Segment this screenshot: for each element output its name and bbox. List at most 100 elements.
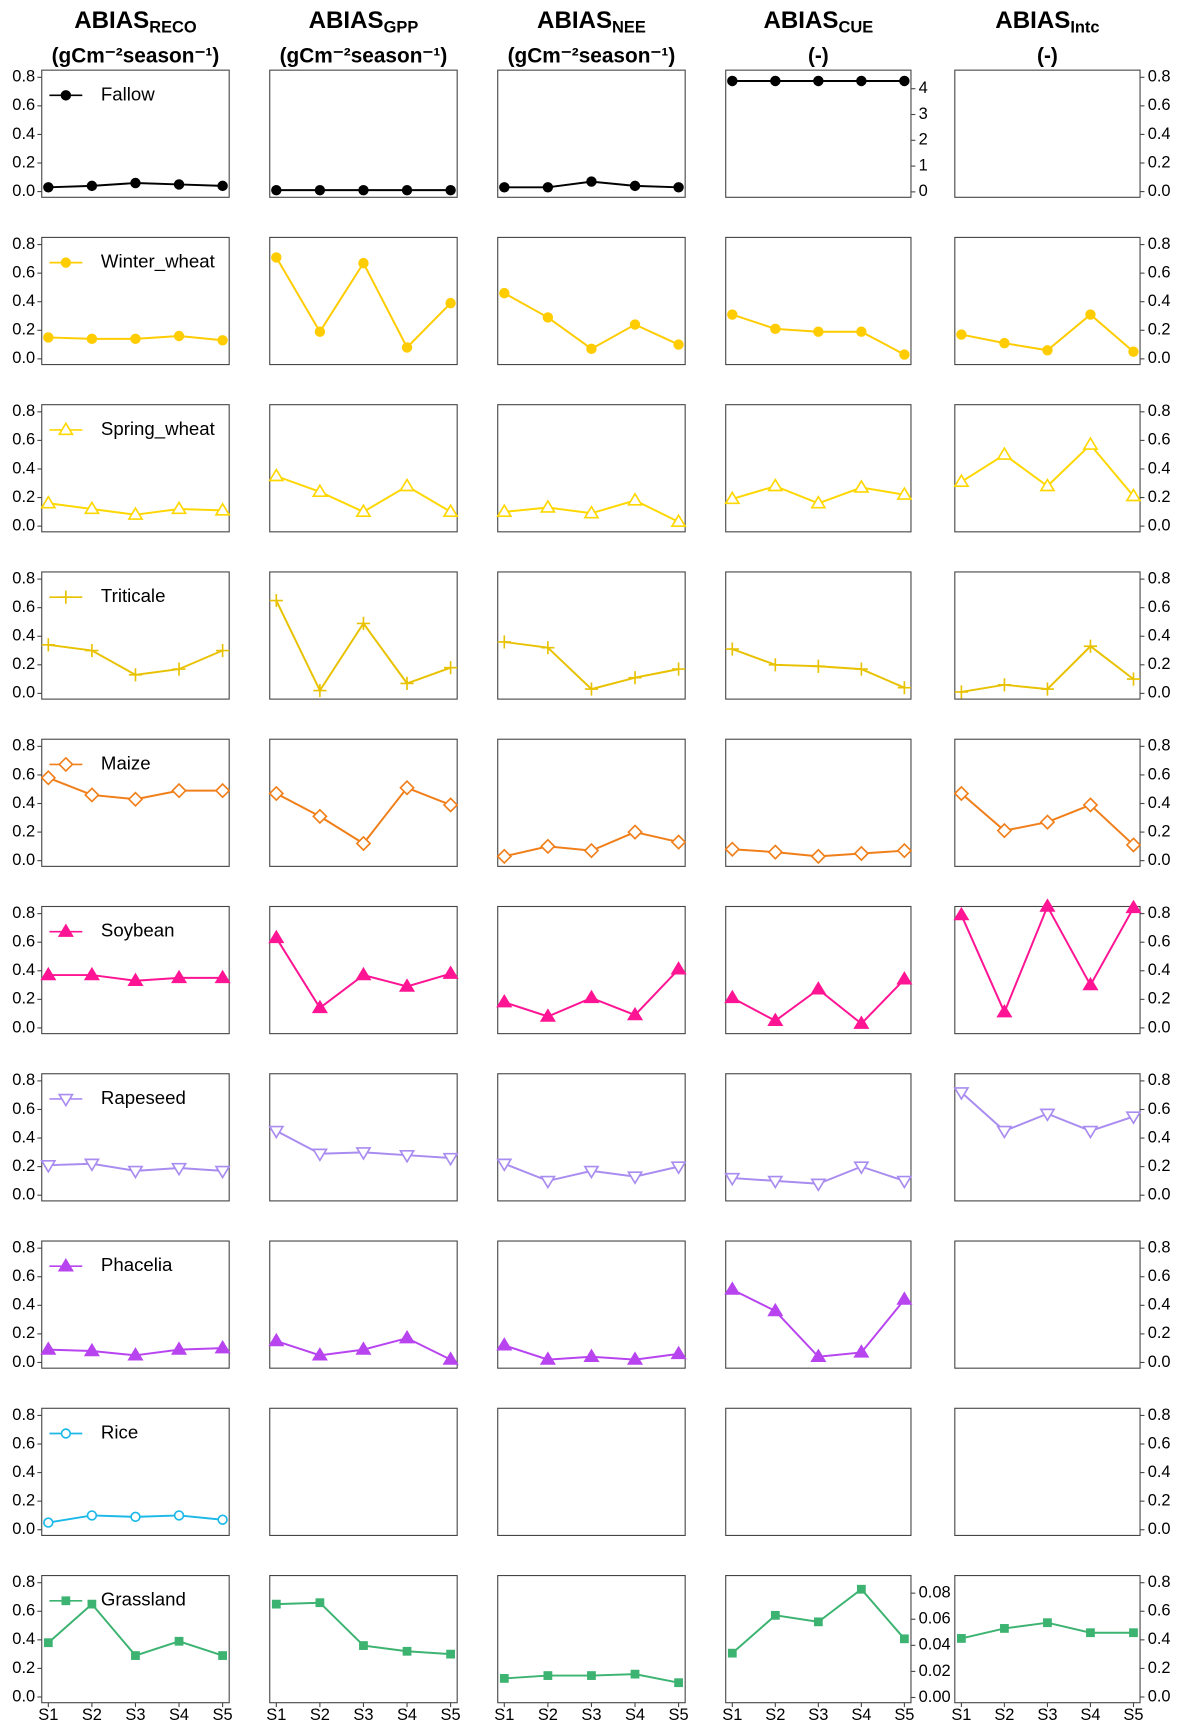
y-tick-label: 0.0 xyxy=(1148,516,1171,534)
series-line xyxy=(731,1288,906,1358)
panel xyxy=(40,738,231,867)
y-tick-label: 0.0 xyxy=(12,684,35,702)
marker xyxy=(442,503,459,518)
marker xyxy=(1128,346,1139,357)
panel xyxy=(268,905,459,1035)
panel xyxy=(496,738,687,867)
y-tick-label: 0.08 xyxy=(919,1584,951,1602)
y-tick-label: 0.4 xyxy=(12,961,35,979)
marker xyxy=(810,495,827,509)
y-tick-label: 0.6 xyxy=(12,1267,35,1285)
marker xyxy=(40,1341,57,1355)
marker xyxy=(953,1087,970,1101)
marker xyxy=(672,662,686,676)
series-line xyxy=(503,292,680,351)
x-tick-label: S2 xyxy=(538,1706,558,1722)
marker xyxy=(130,333,141,345)
marker xyxy=(583,842,600,859)
marker xyxy=(1085,309,1096,320)
panel-frame xyxy=(497,1407,686,1536)
y-tick-label: 0.2 xyxy=(1148,153,1171,171)
panel-frame xyxy=(269,236,458,366)
y-tick-label: 0.8 xyxy=(12,1406,35,1424)
marker xyxy=(810,848,827,865)
panel-frame xyxy=(725,1073,912,1202)
marker xyxy=(401,184,413,196)
legend-label: Soybean xyxy=(101,920,175,941)
y-tick-label: 0.2 xyxy=(1148,1659,1171,1677)
marker xyxy=(1082,797,1099,813)
marker xyxy=(214,1165,231,1180)
marker xyxy=(768,658,782,672)
series-line xyxy=(960,904,1135,1015)
y-tick-label: 0.2 xyxy=(12,488,35,506)
panel xyxy=(725,69,912,198)
marker xyxy=(268,1125,285,1140)
panel-frame xyxy=(725,1407,912,1536)
marker xyxy=(899,349,910,360)
panel-frame xyxy=(269,404,458,533)
panel xyxy=(954,236,1141,366)
marker xyxy=(541,641,555,655)
marker xyxy=(173,1510,185,1521)
legend-label: Grassland xyxy=(101,1589,186,1610)
marker xyxy=(853,845,870,862)
marker xyxy=(626,492,644,506)
marker xyxy=(542,182,554,193)
panel-frame xyxy=(269,1073,458,1202)
marker xyxy=(539,1008,556,1022)
y-tick-label: 0.4 xyxy=(12,1463,35,1481)
marker xyxy=(674,1678,683,1688)
panel xyxy=(41,571,230,700)
marker xyxy=(216,643,230,658)
y-tick-label: 0.8 xyxy=(12,402,35,420)
y-tick-label: 0.4 xyxy=(12,1296,35,1314)
y-tick-label: 0.0 xyxy=(1148,349,1171,367)
x-tick-label: S3 xyxy=(1037,1706,1057,1722)
marker xyxy=(173,179,185,190)
y-tick-label: 0.0 xyxy=(1148,1520,1171,1538)
title-subscript: NEE xyxy=(612,19,646,37)
title-subscript: GPP xyxy=(384,19,419,37)
marker xyxy=(767,1012,784,1026)
marker xyxy=(315,1598,325,1608)
x-tick-label: S2 xyxy=(82,1706,102,1722)
marker xyxy=(810,1178,827,1192)
marker xyxy=(670,961,687,975)
marker xyxy=(896,1291,913,1305)
marker xyxy=(214,1339,231,1354)
column-unit: (-) xyxy=(1037,44,1058,67)
marker xyxy=(627,824,643,840)
panel-frame xyxy=(497,1240,686,1369)
y-tick-label: 0.2 xyxy=(1148,1324,1171,1342)
panel-frame xyxy=(269,571,458,700)
marker xyxy=(953,785,970,802)
y-tick-label: 0.4 xyxy=(12,292,35,310)
y-tick-label: 0.2 xyxy=(1148,1157,1171,1175)
marker xyxy=(856,1584,866,1594)
marker xyxy=(268,1332,285,1347)
marker xyxy=(59,590,73,604)
panel-frame xyxy=(954,1575,1141,1704)
y-tick-label: 0.4 xyxy=(1148,1296,1171,1314)
y-tick-label: 0.0 xyxy=(1148,851,1171,869)
panel xyxy=(268,1240,459,1369)
marker xyxy=(128,668,143,682)
marker xyxy=(853,479,870,493)
marker xyxy=(314,326,326,337)
y-tick-label: 0.8 xyxy=(1148,402,1171,420)
marker xyxy=(171,500,188,515)
y-tick-label: 0.0 xyxy=(12,516,35,534)
panel xyxy=(954,1575,1141,1704)
marker xyxy=(1125,837,1142,853)
marker xyxy=(1086,1628,1095,1638)
marker xyxy=(442,965,459,979)
marker xyxy=(996,1125,1013,1140)
panel-frame xyxy=(954,1240,1141,1369)
marker xyxy=(896,1175,913,1190)
panel-frame xyxy=(954,738,1141,867)
marker xyxy=(1082,436,1099,450)
panel xyxy=(269,69,458,198)
y-tick-label: 4 xyxy=(919,79,928,97)
y-tick-label: 0.8 xyxy=(12,737,35,755)
